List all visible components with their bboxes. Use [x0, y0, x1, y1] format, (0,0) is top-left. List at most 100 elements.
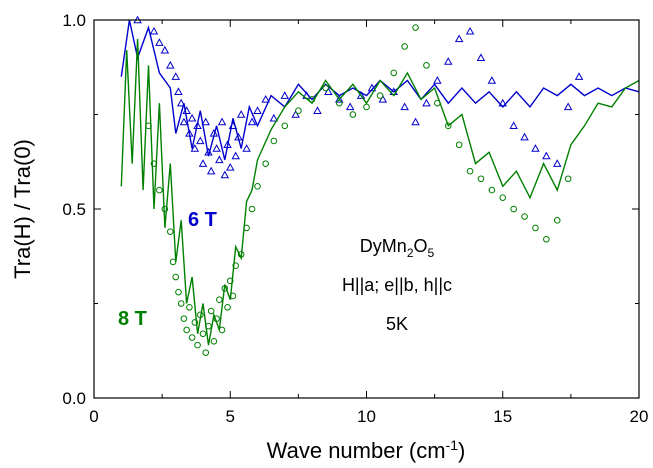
- data-point-6t: [345, 102, 355, 111]
- data-point-6t: [171, 72, 180, 80]
- data-point-6t: [179, 117, 189, 126]
- x-tick-label: 15: [493, 407, 512, 426]
- series-line-8t: [120, 38, 640, 346]
- series-label-8t: 8 T: [118, 308, 147, 330]
- annotation-compound: DyMn2O5: [360, 236, 435, 260]
- data-point-6t: [215, 155, 224, 164]
- x-tick-label: 10: [357, 407, 376, 426]
- data-point-8t: [262, 160, 269, 167]
- data-point-6t: [422, 98, 431, 107]
- data-point-6t: [378, 94, 388, 103]
- data-point-8t: [564, 175, 572, 183]
- data-point-6t: [520, 132, 529, 141]
- data-point-8t: [161, 205, 169, 213]
- data-point-8t: [243, 224, 250, 232]
- data-point-8t: [199, 330, 207, 338]
- data-point-8t: [322, 84, 329, 92]
- data-point-8t: [521, 213, 528, 220]
- data-point-6t: [198, 159, 208, 167]
- data-point-8t: [172, 273, 180, 281]
- data-point-6t: [149, 26, 159, 35]
- data-point-6t: [182, 106, 191, 114]
- data-point-6t: [324, 87, 333, 96]
- data-point-6t: [226, 162, 235, 171]
- data-point-8t: [466, 167, 474, 175]
- data-point-8t: [191, 319, 199, 326]
- compound-sub-1: 2: [407, 246, 414, 260]
- x-tick-label: 20: [630, 407, 649, 426]
- data-point-6t: [509, 121, 518, 130]
- data-point-8t: [543, 235, 550, 243]
- data-point-6t: [176, 98, 186, 107]
- data-point-8t: [237, 251, 245, 258]
- data-point-8t: [156, 186, 163, 194]
- data-point-6t: [261, 94, 270, 103]
- data-point-6t: [247, 117, 257, 126]
- y-tick-label: 0.0: [62, 389, 86, 408]
- data-point-6t: [242, 144, 251, 152]
- data-point-8t: [477, 175, 485, 183]
- data-point-6t: [280, 91, 289, 99]
- data-point-8t: [335, 99, 343, 107]
- data-point-8t: [229, 292, 237, 300]
- data-point-8t: [281, 122, 289, 130]
- data-point-8t: [308, 96, 316, 103]
- data-point-8t: [188, 334, 196, 341]
- data-point-8t: [167, 228, 174, 235]
- data-point-6t: [155, 38, 164, 46]
- data-point-8t: [423, 62, 430, 69]
- data-point-6t: [563, 102, 573, 111]
- series-label-6t: 6 T: [188, 209, 217, 231]
- data-point-8t: [186, 303, 193, 311]
- data-point-6t: [174, 87, 183, 96]
- x-axis-title-close: ): [458, 438, 465, 463]
- data-point-6t: [190, 144, 200, 152]
- data-point-6t: [574, 72, 584, 80]
- data-point-6t: [476, 53, 486, 62]
- data-point-8t: [202, 349, 210, 356]
- data-point-6t: [335, 94, 344, 103]
- data-point-8t: [150, 160, 158, 167]
- data-point-6t: [187, 113, 197, 122]
- data-point-8t: [401, 43, 408, 50]
- data-point-6t: [542, 151, 551, 160]
- data-point-8t: [390, 69, 398, 77]
- data-point-6t: [367, 83, 377, 92]
- plot-frame: [93, 19, 640, 399]
- data-point-8t: [183, 326, 190, 334]
- data-point-8t: [210, 338, 218, 345]
- data-point-8t: [254, 183, 261, 190]
- annotation-temperature: 5K: [386, 314, 408, 334]
- data-point-6t: [185, 128, 194, 137]
- data-point-8t: [213, 315, 220, 322]
- data-point-8t: [196, 311, 204, 319]
- data-point-6t: [253, 106, 262, 114]
- data-point-8t: [553, 217, 561, 224]
- data-point-8t: [218, 326, 226, 334]
- data-point-6t: [531, 144, 540, 152]
- data-point-6t: [236, 110, 246, 118]
- data-point-6t: [411, 117, 420, 126]
- data-point-8t: [488, 186, 496, 194]
- data-point-8t: [444, 122, 452, 130]
- data-point-6t: [206, 166, 216, 175]
- data-point-8t: [207, 307, 215, 315]
- data-point-8t: [205, 322, 212, 330]
- x-tick-label: 5: [226, 407, 235, 426]
- data-point-8t: [248, 205, 256, 213]
- data-point-6t: [212, 144, 221, 152]
- x-tick-label: 0: [89, 407, 98, 426]
- data-point-8t: [232, 262, 239, 270]
- data-point-8t: [363, 103, 370, 111]
- data-point-6t: [465, 26, 475, 35]
- data-point-6t: [196, 136, 205, 145]
- data-point-8t: [349, 111, 357, 118]
- data-point-6t: [160, 45, 170, 54]
- data-point-8t: [169, 258, 177, 266]
- data-point-6t: [193, 121, 202, 130]
- axis-ticks: 0 5 10 15 20 0.0 0.5 1.0: [62, 11, 648, 426]
- data-point-6t: [220, 170, 230, 179]
- plot-marks: [120, 15, 640, 356]
- data-point-8t: [270, 137, 278, 145]
